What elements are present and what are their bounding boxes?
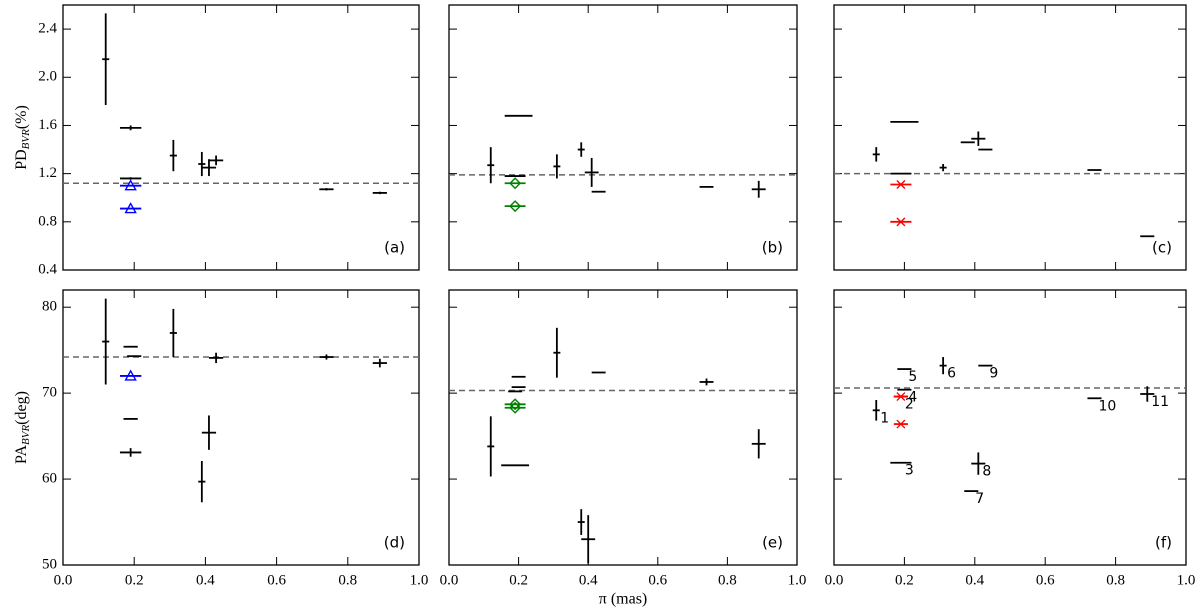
point-label: 10: [1098, 398, 1116, 414]
panel-frame: [448, 4, 798, 271]
x-tick-label: 0.0: [54, 572, 73, 588]
panel-frame: [62, 4, 420, 271]
x-tick-label: 0.8: [338, 572, 357, 588]
x-tick-label: 1.0: [1177, 572, 1196, 588]
x-tick-label: 0.6: [267, 572, 286, 588]
panel: (b): [448, 4, 798, 271]
x-tick-label: 1.0: [788, 572, 807, 588]
marker: [124, 369, 137, 381]
y-tick-label: 2.0: [38, 69, 57, 85]
x-tick-label: 0.6: [648, 572, 667, 588]
marker: [896, 217, 906, 227]
point-label: 2: [905, 397, 914, 413]
point-label: 7: [975, 491, 984, 507]
y-label-sub: BVR: [20, 425, 32, 445]
panel: (c): [833, 4, 1187, 271]
x-tick-label: 0.2: [125, 572, 144, 588]
y-axis-label: PABVR(deg): [13, 391, 32, 464]
x-tick-label: 0.2: [509, 572, 528, 588]
y-label-unit: (deg): [13, 391, 30, 425]
marker: [509, 398, 522, 411]
x-tick-label: 1.0: [410, 572, 429, 588]
x-tick-label: 0.8: [718, 572, 737, 588]
point-label: 6: [947, 366, 956, 382]
x-tick-label: 0.4: [196, 572, 215, 588]
point-label: 9: [989, 366, 998, 382]
x-tick-label: 0.0: [825, 572, 844, 588]
y-label-main: PA: [13, 445, 30, 464]
point-label: 8: [982, 464, 991, 480]
panel-frame: [448, 289, 798, 566]
panel-frame: [833, 4, 1187, 271]
marker: [509, 200, 522, 213]
y-tick-label: 0.8: [38, 213, 57, 229]
panel: 0.0 0.2 0.4 0.6 0.8 1.0 12 3 4 5 6 7 8 9 10 11 (f): [825, 289, 1196, 588]
panel-frame: [62, 289, 420, 566]
y-tick-label: 2.4: [38, 21, 57, 37]
y-tick-label: 70: [42, 385, 57, 401]
y-tick-label: 1.2: [38, 165, 57, 181]
x-tick-label: 0.0: [440, 572, 459, 588]
marker: [896, 419, 906, 429]
y-label-main: PD: [13, 149, 30, 169]
panel-annotation: (a): [384, 239, 405, 257]
point-label: 4: [908, 390, 917, 406]
y-tick-label: 60: [42, 471, 57, 487]
y-label-unit: (%): [13, 105, 30, 129]
panel: 0.0 0.2 0.4 0.6 0.8 1.0 50 60 70 80 (d) PABVR(deg): [13, 289, 429, 588]
panel-annotation: (f): [1155, 534, 1172, 552]
y-tick-label: 80: [42, 299, 57, 315]
marker: [509, 177, 522, 190]
y-label-sub: BVR: [20, 129, 32, 149]
point-label: 3: [905, 463, 914, 479]
x-tick-label: 0.6: [1036, 572, 1055, 588]
point-label: 5: [908, 369, 917, 385]
x-tick-label: 0.4: [965, 572, 984, 588]
y-tick-label: 0.4: [38, 261, 57, 277]
x-tick-label: 0.2: [895, 572, 914, 588]
marker: [896, 392, 906, 402]
panel-annotation: (e): [762, 534, 783, 552]
point-label: 1: [880, 410, 889, 426]
panel: 0.4 0.8 1.2 1.6 2.0 2.4 (a) PDBVR(%): [13, 4, 420, 277]
y-axis-label: PDBVR(%): [13, 105, 32, 170]
x-axis-label: π (mas): [599, 591, 648, 608]
marker: [509, 401, 522, 414]
marker: [124, 179, 137, 191]
panel: 0.0 0.2 0.4 0.6 0.8 1.0 (e) π (mas): [440, 289, 807, 608]
marker: [124, 202, 137, 214]
panel-annotation: (b): [762, 239, 783, 257]
marker: [896, 179, 906, 189]
x-tick-label: 0.4: [579, 572, 598, 588]
x-tick-label: 0.8: [1106, 572, 1125, 588]
panel-annotation: (c): [1152, 239, 1172, 257]
panel-frame: [833, 289, 1187, 566]
point-label: 11: [1151, 394, 1169, 410]
y-tick-label: 1.6: [38, 117, 57, 133]
panel-annotation: (d): [384, 534, 405, 552]
y-tick-label: 50: [42, 556, 57, 572]
